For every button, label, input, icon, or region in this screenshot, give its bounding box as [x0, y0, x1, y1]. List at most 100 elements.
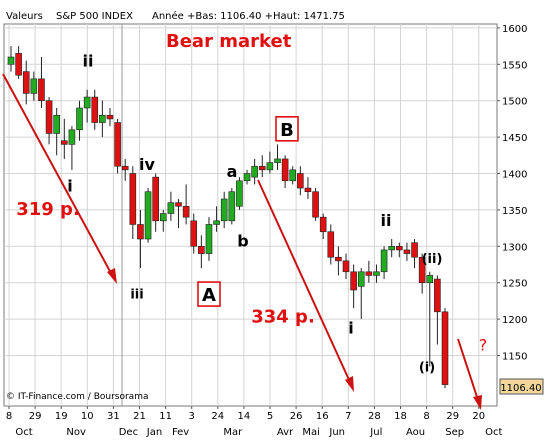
candle [137, 209, 144, 269]
candle-body [411, 242, 418, 258]
candle-body [396, 246, 403, 251]
candle [228, 188, 236, 225]
candle-body [373, 271, 380, 276]
candle-body [350, 271, 357, 291]
candle-body [15, 53, 22, 76]
wave-label: i [348, 319, 353, 338]
candle-body [68, 129, 76, 145]
x-month-label: Sep [445, 427, 464, 438]
x-day-label: 18 [394, 411, 407, 422]
candle [342, 253, 350, 280]
candle-body [60, 140, 68, 145]
candle [129, 166, 137, 240]
y-tick-label: 1250 [502, 279, 527, 290]
candle-body [319, 216, 327, 233]
wave-label: i [67, 177, 72, 196]
wave-label: a [227, 162, 238, 181]
candle-body [274, 158, 281, 163]
candle [144, 188, 152, 243]
candle [175, 198, 182, 229]
candle [167, 191, 175, 221]
wave-box-frame [197, 281, 221, 307]
candle-body [243, 173, 251, 182]
x-month-label: Jun [328, 427, 345, 438]
candle [15, 46, 22, 79]
wave-box-a: A [197, 281, 221, 307]
x-day-label: 20 [472, 411, 485, 422]
candle-body [236, 180, 243, 207]
candle-body [426, 275, 434, 284]
candle-body [175, 202, 182, 207]
candle-body [418, 256, 426, 284]
wave-label: (ii) [422, 252, 443, 267]
candle-body [434, 278, 441, 313]
candle [281, 155, 289, 189]
wave-label: iv [139, 155, 155, 174]
candle [380, 246, 388, 280]
current-value-badge: 1106.40 [499, 378, 544, 395]
candle [76, 100, 83, 141]
wave-label: iii [130, 288, 143, 303]
candle [365, 260, 373, 283]
current-value-box [499, 378, 544, 395]
header-range-text: Année +Bas: 1106.40 +Haut: 1471.75 [152, 10, 345, 22]
candle [68, 126, 76, 170]
candle [319, 213, 327, 240]
candle-body [380, 249, 388, 273]
y-tick-label: 1400 [502, 170, 527, 181]
header-index-name: S&P 500 INDEX [56, 11, 133, 22]
candle [53, 107, 60, 156]
trend-arrow-2-line [257, 179, 351, 383]
x-day-label: 29 [29, 411, 42, 422]
candle-body [144, 191, 152, 240]
trend-arrows [2, 73, 482, 410]
candle-body [297, 173, 304, 189]
candle [304, 177, 312, 199]
x-month-label: Jan [146, 427, 162, 438]
y-tick-label: 1550 [502, 60, 527, 71]
x-day-label: 3 [189, 411, 195, 422]
candle [182, 184, 190, 225]
candle-body [83, 96, 91, 109]
candle [99, 100, 106, 138]
candle [350, 264, 357, 309]
x-day-label: 29 [446, 411, 459, 422]
x-month-label: Fev [172, 427, 189, 438]
candle-body [137, 224, 144, 240]
candle-body [152, 176, 159, 222]
x-day-label: 10 [81, 411, 94, 422]
x-day-label: 8 [6, 411, 12, 422]
candle-body [106, 114, 114, 120]
candle [297, 166, 304, 196]
plot-frame [3, 23, 498, 407]
candle [45, 97, 53, 145]
wave-label: ii [83, 51, 94, 70]
candle-body [388, 246, 396, 251]
candle-body [22, 71, 30, 94]
candle-body [403, 249, 411, 254]
candle [418, 253, 426, 294]
candle [258, 155, 266, 178]
candle-body [38, 78, 45, 102]
candle [205, 217, 213, 261]
candle [327, 224, 335, 265]
move-label: 319 p. [16, 199, 80, 220]
candle [243, 169, 251, 185]
candles-layer [7, 46, 449, 389]
x-day-label: 14 [238, 411, 251, 422]
candle [83, 89, 91, 123]
x-day-label: 8 [423, 411, 429, 422]
candle [30, 71, 38, 101]
candle-body [342, 260, 350, 273]
candle-body [441, 311, 449, 385]
candle-body [198, 246, 205, 254]
candle-body [159, 213, 167, 222]
candle-body [114, 122, 121, 167]
candle-body [167, 202, 175, 214]
footer-source: © IT-Finance.com / Boursorama [6, 392, 148, 402]
candle [121, 158, 129, 181]
candle-body [7, 56, 15, 65]
x-day-label: 21 [133, 411, 146, 422]
